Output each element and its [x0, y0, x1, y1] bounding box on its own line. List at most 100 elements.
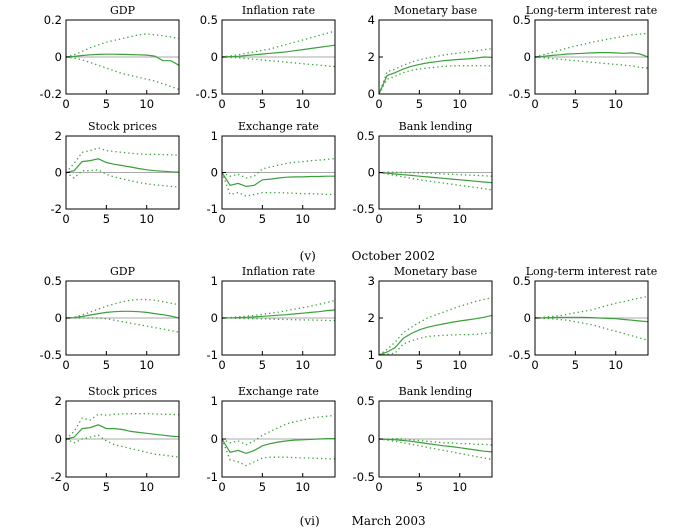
panel-2-xtick-label: 0	[218, 97, 225, 111]
panel-10-response-line	[378, 314, 493, 356]
panel-11-ytick-label: 0	[524, 311, 531, 325]
panel-9-ytick-label: 0	[211, 311, 218, 325]
caption-vi: (vi) March 2003	[292, 500, 426, 528]
panel-1-ytick-label: 0	[55, 50, 62, 64]
panel-13-band-line-1	[221, 414, 336, 446]
panel-1-xtick-label: 0	[62, 97, 69, 111]
panel-12-band-line-1	[65, 413, 180, 440]
panel-3-xtick-label: 10	[452, 97, 467, 111]
panel-12-xtick-label: 5	[103, 480, 110, 494]
panel-6-ytick-label: 0	[211, 166, 218, 180]
panel-4-band-line-2	[534, 56, 649, 69]
panel-1-band-line-1	[65, 33, 180, 58]
panel-7-ytick-label: 0	[368, 166, 375, 180]
panel-14-xtick-label: 10	[452, 480, 467, 494]
panel-7-xtick-label: 10	[452, 212, 467, 226]
panel-8-band-line-2	[66, 317, 180, 333]
panel-2-band-line-2	[221, 56, 336, 68]
panel-13-ytick-label: 1	[211, 394, 218, 408]
panel-9-xtick-label: 0	[218, 358, 225, 372]
panel-7-xtick-label: 0	[375, 212, 382, 226]
panel-1-ytick-label: 0.2	[44, 13, 62, 27]
panel-6-title: Exchange rate	[238, 120, 319, 133]
panel-3-ytick-label: 0	[368, 87, 375, 101]
panel-3-response-line	[378, 56, 493, 95]
panel-11-response-line	[534, 316, 649, 323]
panel-10-ytick-label: 1	[368, 348, 375, 362]
panel-12-band-line-2	[65, 434, 180, 458]
panel-4-xtick-label: 0	[531, 97, 538, 111]
panel-6-ytick-label: 1	[211, 129, 218, 143]
panel-2-xtick-label: 5	[259, 97, 266, 111]
panel-9-xtick-label: 10	[295, 358, 310, 372]
panel-3-ytick-label: 2	[368, 50, 375, 64]
panel-4-ytick-label: 0.5	[513, 13, 531, 27]
panel-9-title: Inflation rate	[242, 265, 315, 278]
panel-7: Bank lending-0.500.50 5 10	[353, 120, 493, 226]
panel-6-band-line-1	[221, 157, 336, 179]
panel-10-ytick-label: 3	[368, 274, 375, 288]
panel-6-band-line-2	[221, 172, 335, 197]
panel-12-xtick-label: 0	[62, 480, 69, 494]
panel-4-title: Long-term interest rate	[526, 4, 658, 17]
panel-10-xtick-label: 10	[452, 358, 467, 372]
panel-5-xtick-label: 5	[103, 212, 110, 226]
caption-vi-label: (vi)	[299, 514, 320, 528]
panel-10-xtick-label: 5	[416, 358, 423, 372]
panel-2: Inflation rate-0.500.50 5 10	[196, 4, 336, 111]
panel-7-ytick-label: -0.5	[353, 202, 375, 216]
panel-3-ytick-label: 4	[368, 13, 375, 27]
panel-11: Long-term interest rate-0.500.50 5 10	[509, 265, 658, 372]
panel-8-ytick-label: 0	[55, 311, 62, 325]
panel-14-xtick-label: 0	[375, 480, 382, 494]
panel-10-band-line-1	[378, 296, 493, 356]
panel-14-ytick-label: 0.5	[357, 394, 375, 408]
panel-9-band-line-2	[222, 317, 336, 322]
panel-13-band-line-2	[221, 438, 335, 467]
panel-11-band-line-2	[534, 317, 649, 341]
caption-v-text: October 2002	[351, 249, 436, 263]
panel-8-title: GDP	[110, 265, 136, 278]
panel-3-xtick-label: 0	[375, 97, 382, 111]
panel-10-band-line-2	[378, 332, 493, 356]
panel-1-title: GDP	[110, 4, 136, 17]
panel-3-band-line-2	[378, 65, 493, 95]
panel-4-ytick-label: -0.5	[509, 87, 531, 101]
panel-13-ytick-label: 0	[211, 432, 218, 446]
panel-12-ytick-label: 0	[55, 432, 62, 446]
panel-14-title: Bank lending	[399, 385, 473, 398]
panel-3: Monetary base 0 2 4 0 5 10	[368, 4, 493, 111]
caption-vi-text: March 2003	[351, 514, 426, 528]
panel-12-xtick-label: 10	[139, 480, 154, 494]
panel-4-xtick-label: 10	[608, 97, 623, 111]
panel-13-ytick-label: -1	[207, 470, 218, 484]
panel-1-xtick-label: 5	[103, 97, 110, 111]
panel-2-ytick-label: 0	[211, 50, 218, 64]
panel-2-response-line	[221, 44, 336, 58]
panel-5-ytick-label: 2	[55, 129, 62, 143]
panel-8-ytick-label: -0.5	[40, 348, 62, 362]
panel-11-title: Long-term interest rate	[526, 265, 658, 278]
panel-5-response-line	[65, 158, 180, 174]
panel-14-band-line-2	[378, 438, 493, 461]
panel-3-title: Monetary base	[394, 4, 477, 17]
panel-8-xtick-label: 0	[62, 358, 69, 372]
panel-10-xtick-label: 0	[375, 358, 382, 372]
panel-9-xtick-label: 5	[259, 358, 266, 372]
panel-11-ytick-label: 0.5	[513, 274, 531, 288]
panel-2-ytick-label: -0.5	[196, 87, 218, 101]
panel-9-ytick-label: -1	[207, 348, 218, 362]
panel-2-ytick-label: 0.5	[200, 13, 218, 27]
panel-2-title: Inflation rate	[242, 4, 315, 17]
panel-11-xtick-label: 5	[572, 358, 579, 372]
panel-1-ytick-label: -0.2	[40, 87, 62, 101]
panel-6-xtick-label: 5	[259, 212, 266, 226]
panel-3-axes-box	[378, 19, 493, 95]
panel-7-xtick-label: 5	[416, 212, 423, 226]
panel-9-band-line-1	[221, 299, 336, 319]
panel-11-xtick-label: 0	[531, 358, 538, 372]
panel-9-ytick-label: 1	[211, 274, 218, 288]
caption-v-label: (v)	[299, 249, 316, 263]
panel-8-ytick-label: 0.5	[44, 274, 62, 288]
